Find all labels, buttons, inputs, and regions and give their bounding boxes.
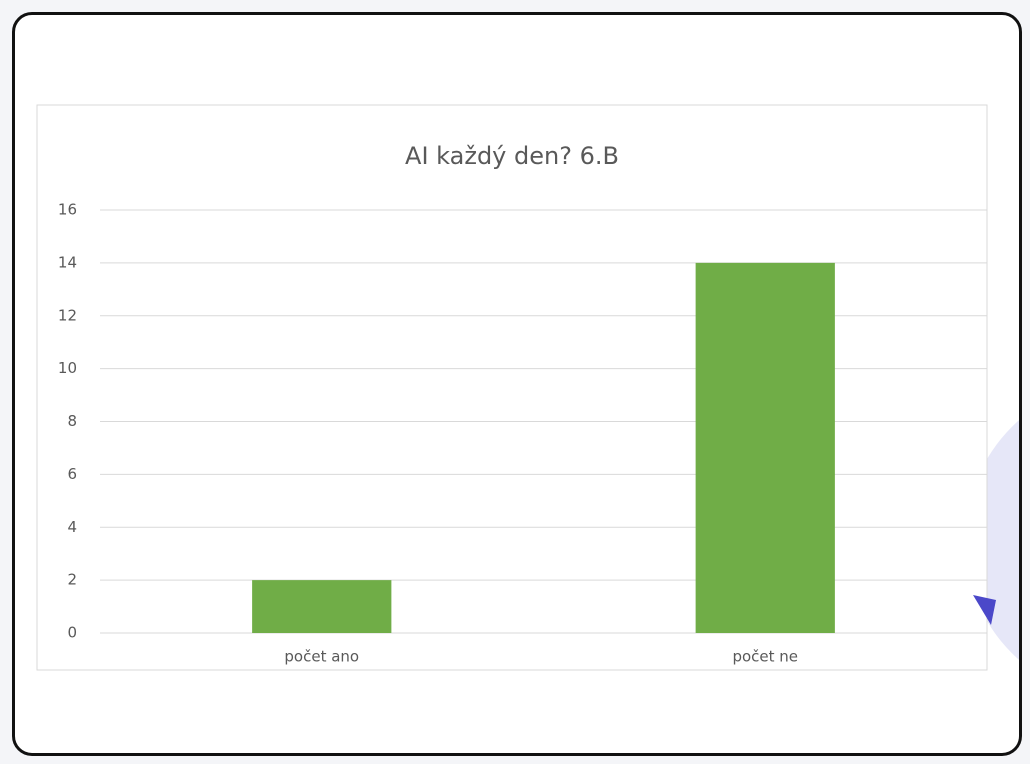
card: AI každý den? 6.B 0 2 4 6 8 10 12 14 16 počet ano… [12, 12, 1022, 756]
y-tick-label: 0 [67, 624, 77, 642]
y-tick-label: 12 [58, 306, 77, 324]
chart-title: AI každý den? 6.B [405, 142, 619, 170]
y-tick-label: 6 [67, 465, 77, 483]
y-tick-label: 10 [58, 359, 77, 377]
bar [252, 580, 392, 633]
y-tick-label: 2 [67, 571, 77, 589]
y-tick-label: 4 [67, 518, 77, 536]
x-tick-label: počet ne [732, 648, 798, 666]
y-tick-label: 16 [58, 201, 77, 219]
chart-frame [36, 104, 988, 671]
bar [695, 262, 835, 633]
x-tick-label: počet ano [284, 648, 359, 666]
y-tick-label: 8 [67, 412, 77, 430]
y-tick-label: 14 [58, 253, 77, 271]
chart: AI každý den? 6.B 0 2 4 6 8 10 12 14 16 počet ano… [36, 104, 1019, 671]
decor-shape [973, 595, 996, 625]
